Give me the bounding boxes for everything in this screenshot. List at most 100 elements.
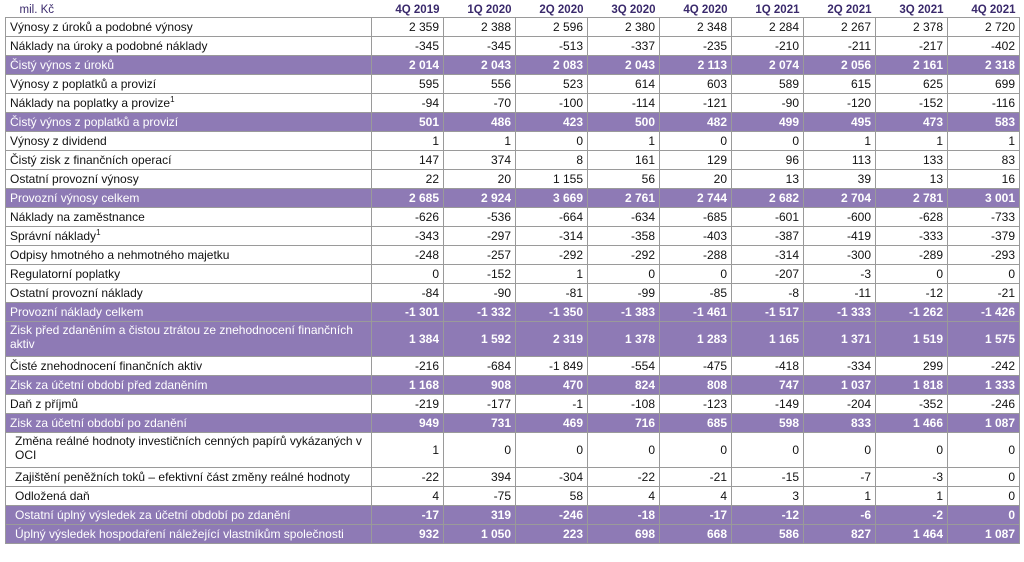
- value-cell: -664: [515, 207, 588, 227]
- value-cell: -358: [587, 226, 660, 246]
- row-label: Čistý zisk z finančních operací: [10, 153, 172, 167]
- table-row: Náklady na poplatky a provize1 -94 -70 -100…: [5, 93, 1020, 113]
- value-cell: 0: [947, 264, 1020, 284]
- value-cell: 2 596: [515, 17, 588, 37]
- value-cell: -1 301: [371, 302, 444, 322]
- table-row: Správní náklady1 -343 -297 -314 -358 -403 -387…: [5, 226, 1020, 246]
- value-cell: 2 014: [371, 55, 444, 75]
- value-cell: 668: [659, 524, 732, 544]
- value-cell: 1 333: [947, 375, 1020, 395]
- value-cell: -121: [659, 93, 732, 113]
- value-cell: 0: [659, 131, 732, 151]
- row-label-cell: Ostatní provozní výnosy: [5, 169, 372, 189]
- value-cell: -152: [875, 93, 948, 113]
- value-cell: 0: [731, 432, 804, 468]
- row-label: Změna reálné hodnoty investičních cennýc…: [15, 434, 362, 462]
- value-cell: 2 359: [371, 17, 444, 37]
- value-cell: -81: [515, 283, 588, 303]
- row-label: Provozní náklady celkem: [10, 305, 144, 319]
- value-cell: -292: [587, 245, 660, 265]
- row-label: Regulatorní poplatky: [10, 267, 121, 281]
- value-cell: -11: [803, 283, 876, 303]
- value-cell: -99: [587, 283, 660, 303]
- table-header-row: mil. Kč 4Q 2019 1Q 2020 2Q 2020 3Q 2020 …: [6, 2, 1020, 18]
- value-cell: 1 464: [875, 524, 948, 544]
- value-cell: 1: [371, 432, 444, 468]
- value-cell: 1 165: [731, 321, 804, 357]
- table-row: Ostatní provozní výnosy 22 20 1 155 56 20 13 39…: [5, 169, 1020, 189]
- row-label: Provozní výnosy celkem: [10, 191, 140, 205]
- value-cell: 908: [443, 375, 516, 395]
- value-cell: -334: [803, 356, 876, 376]
- value-cell: 394: [443, 467, 516, 487]
- value-cell: 1 087: [947, 413, 1020, 433]
- row-label-cell: Úplný výsledek hospodaření náležející vl…: [5, 524, 372, 544]
- row-label: Zisk za účetní období po zdanění: [10, 416, 187, 430]
- value-cell: 0: [947, 505, 1020, 525]
- value-cell: 423: [515, 112, 588, 132]
- value-cell: 0: [515, 131, 588, 151]
- value-cell: 1 050: [443, 524, 516, 544]
- value-cell: -1 461: [659, 302, 732, 322]
- value-cell: -288: [659, 245, 732, 265]
- value-cell: 2 074: [731, 55, 804, 75]
- table-row: Náklady na zaměstnance -626 -536 -664 -634 -6…: [5, 207, 1020, 227]
- value-cell: 147: [371, 150, 444, 170]
- value-cell: 4: [587, 486, 660, 506]
- value-cell: -123: [659, 394, 732, 414]
- value-cell: 1: [947, 131, 1020, 151]
- value-cell: -628: [875, 207, 948, 227]
- value-cell: 615: [803, 74, 876, 94]
- value-cell: 469: [515, 413, 588, 433]
- column-header: 3Q 2020: [611, 3, 656, 16]
- column-header: 2Q 2020: [539, 3, 584, 16]
- value-cell: 2 348: [659, 17, 732, 37]
- table-body: Výnosy z úroků a podobné výnosy 2 359 2 38…: [5, 17, 1020, 544]
- value-cell: 2 388: [443, 17, 516, 37]
- value-cell: 0: [875, 264, 948, 284]
- value-cell: 20: [443, 169, 516, 189]
- value-cell: -116: [947, 93, 1020, 113]
- value-cell: 833: [803, 413, 876, 433]
- value-cell: 129: [659, 150, 732, 170]
- value-cell: 96: [731, 150, 804, 170]
- value-cell: -217: [875, 36, 948, 56]
- row-label-cell: Ostatní úplný výsledek za účetní období …: [5, 505, 372, 525]
- value-cell: -337: [587, 36, 660, 56]
- value-cell: -601: [731, 207, 804, 227]
- value-cell: 56: [587, 169, 660, 189]
- value-cell: 2 318: [947, 55, 1020, 75]
- table-row: Čistý zisk z finančních operací 147 374 8 16…: [5, 150, 1020, 170]
- value-cell: 731: [443, 413, 516, 433]
- value-cell: 2 083: [515, 55, 588, 75]
- value-cell: 1: [371, 131, 444, 151]
- value-cell: -1: [515, 394, 588, 414]
- value-cell: -3: [803, 264, 876, 284]
- table-row: Výnosy z úroků a podobné výnosy 2 359 2 38…: [5, 17, 1020, 37]
- value-cell: 473: [875, 112, 948, 132]
- row-label: Úplný výsledek hospodaření náležející vl…: [15, 527, 344, 541]
- row-label-cell: Výnosy z dividend: [5, 131, 372, 151]
- value-cell: -114: [587, 93, 660, 113]
- value-cell: -18: [587, 505, 660, 525]
- value-cell: 0: [947, 467, 1020, 487]
- value-cell: -2: [875, 505, 948, 525]
- row-label: Náklady na úroky a podobné náklady: [10, 39, 208, 53]
- value-cell: -21: [947, 283, 1020, 303]
- value-cell: 2 378: [875, 17, 948, 37]
- value-cell: 583: [947, 112, 1020, 132]
- row-label: Výnosy z dividend: [10, 134, 107, 148]
- value-cell: -314: [515, 226, 588, 246]
- row-label: Ostatní úplný výsledek za účetní období …: [15, 508, 291, 522]
- column-header: 2Q 2021: [827, 3, 872, 16]
- value-cell: 0: [443, 432, 516, 468]
- value-cell: 13: [875, 169, 948, 189]
- value-cell: -314: [731, 245, 804, 265]
- value-cell: -513: [515, 36, 588, 56]
- value-cell: 1 283: [659, 321, 732, 357]
- value-cell: -733: [947, 207, 1020, 227]
- value-cell: 827: [803, 524, 876, 544]
- value-cell: 16: [947, 169, 1020, 189]
- value-cell: -242: [947, 356, 1020, 376]
- value-cell: 0: [803, 432, 876, 468]
